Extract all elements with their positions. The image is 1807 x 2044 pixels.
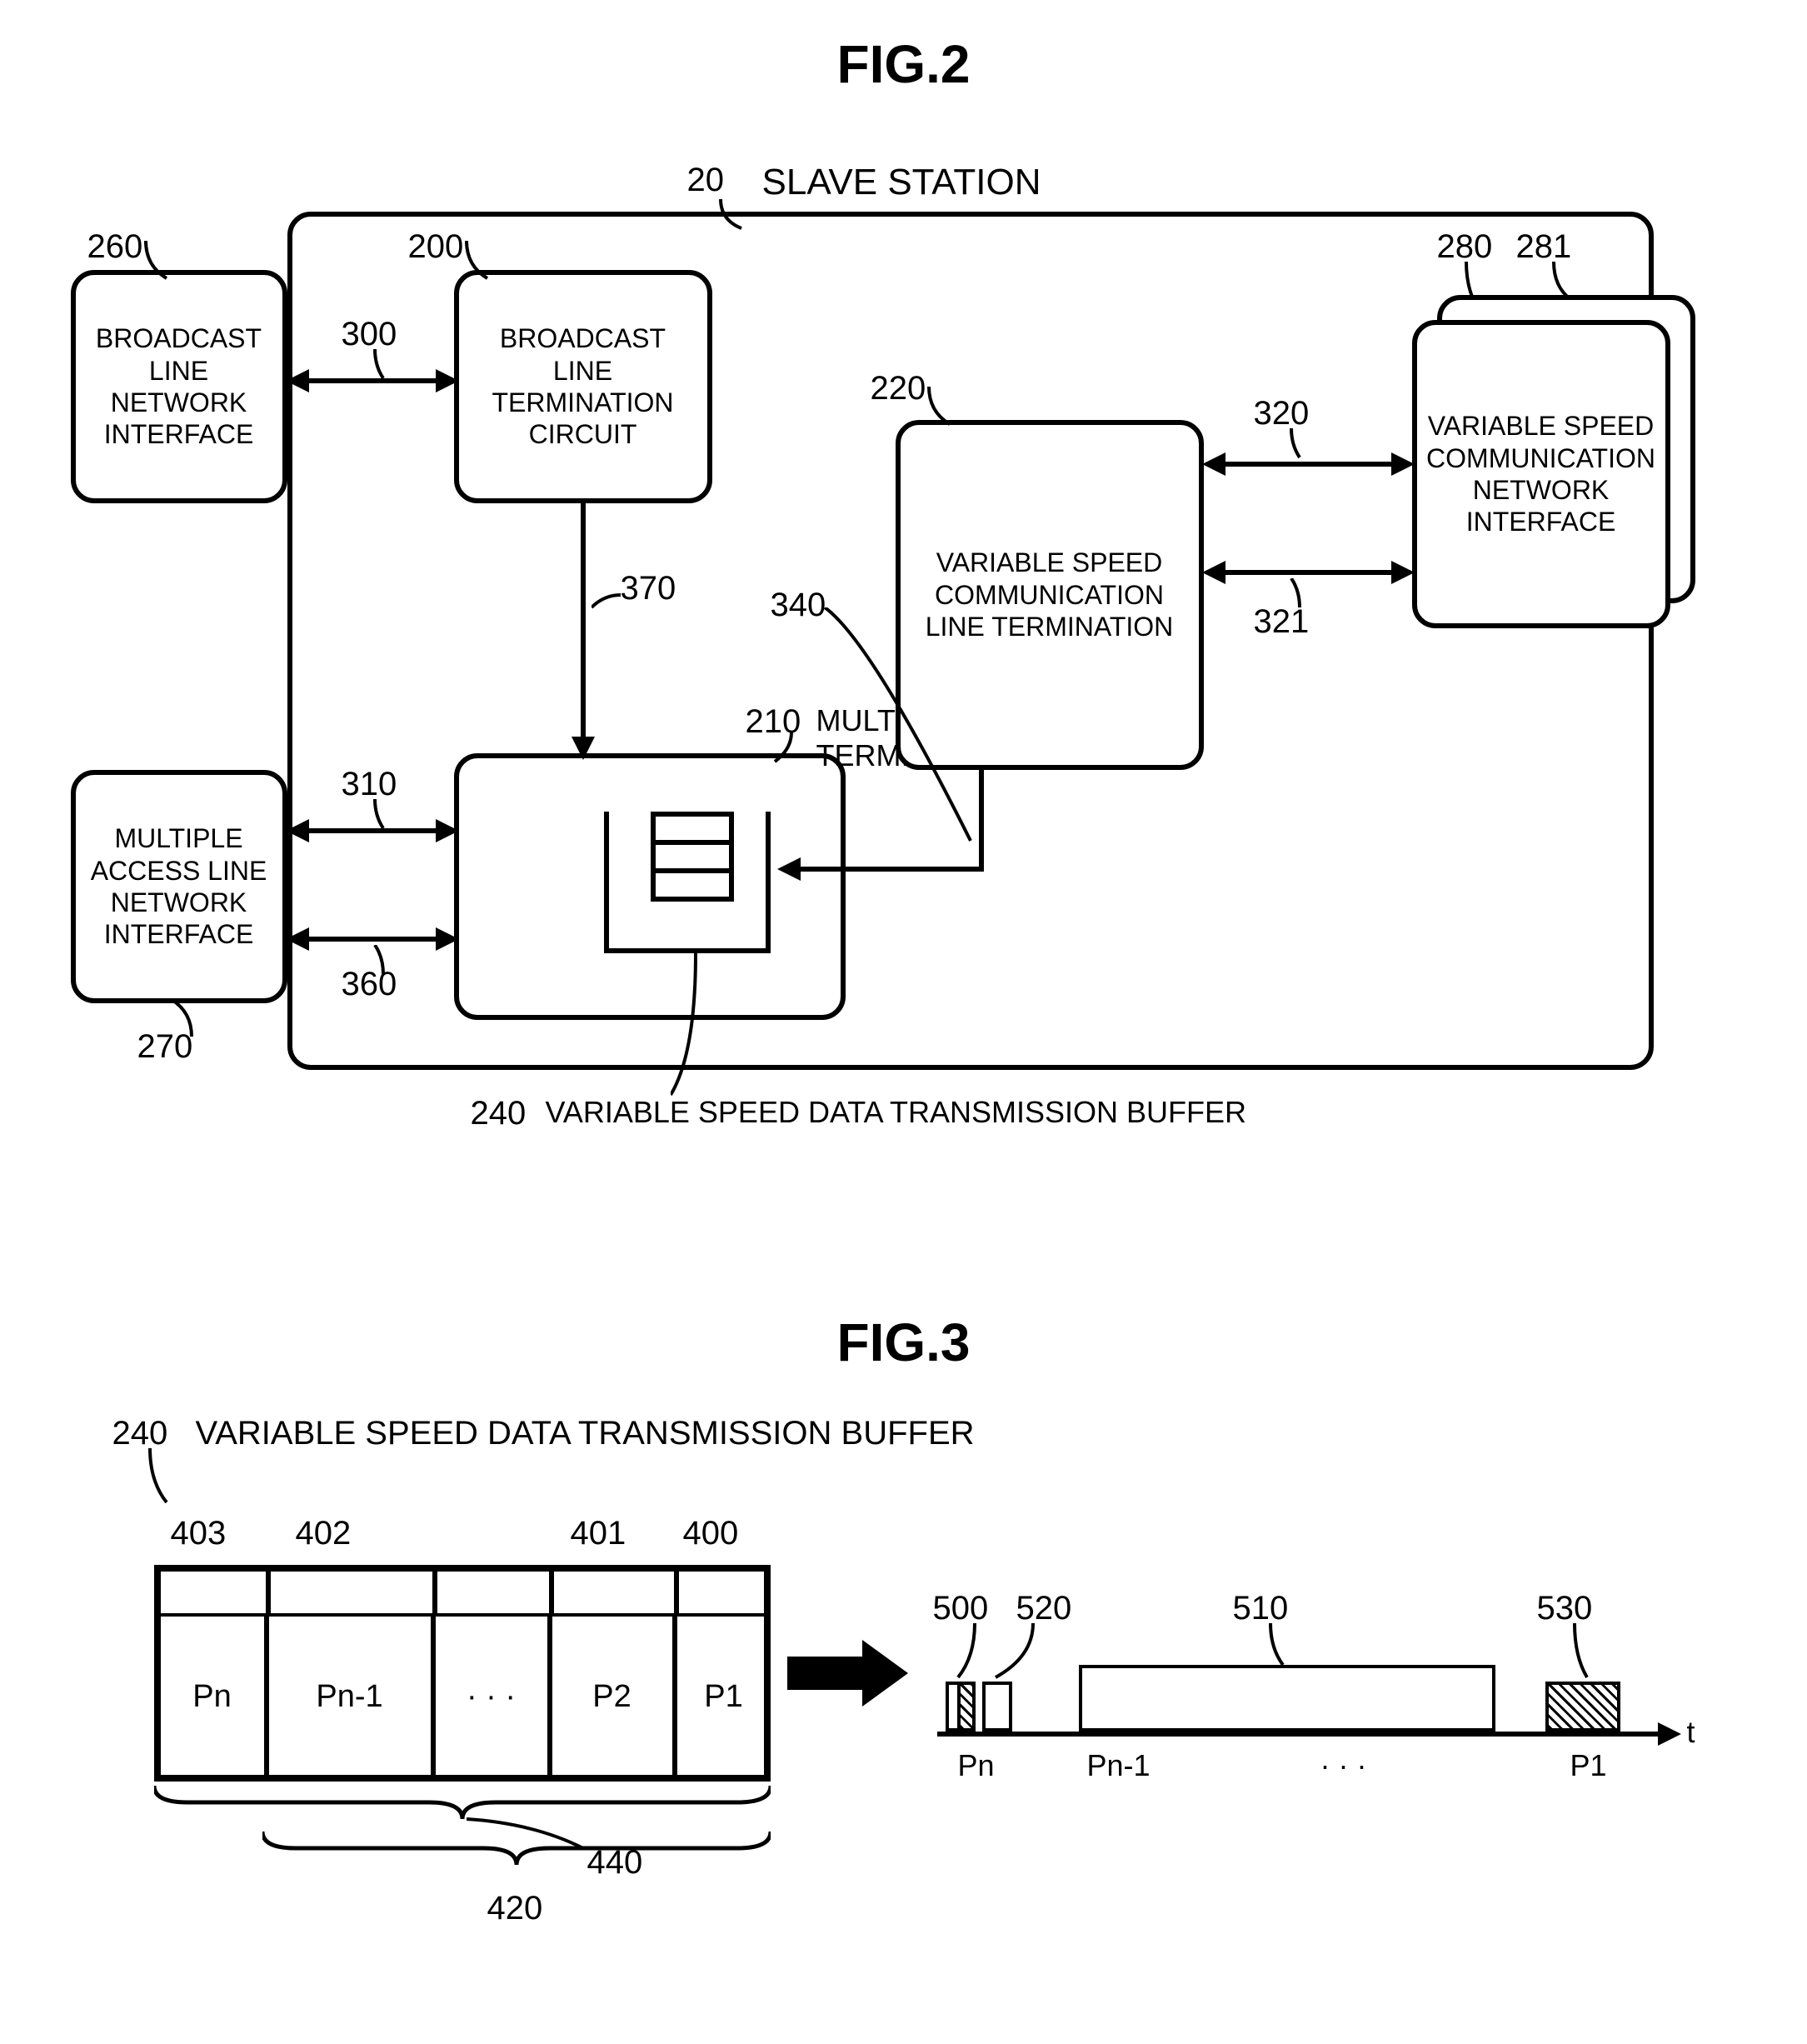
buffer-240 [604, 812, 771, 953]
ref-240: 240 [471, 1095, 527, 1132]
ref-401: 401 [571, 1515, 626, 1552]
ref-260: 260 [87, 228, 143, 266]
leader-curve-20 [716, 199, 750, 232]
arrow-360-line [300, 937, 450, 942]
cell-p1: P1 [677, 1613, 771, 1780]
leader-260 [142, 241, 175, 282]
ref-280: 280 [1437, 228, 1493, 266]
fig3-title: FIG.3 [33, 1312, 1774, 1373]
ref-500: 500 [933, 1590, 989, 1627]
arrow-360-head-l [286, 927, 309, 951]
arrow-370-line [581, 503, 586, 745]
arrow-370-head [572, 737, 595, 760]
label-t: t [1687, 1715, 1695, 1750]
cell-pn: Pn [161, 1613, 269, 1780]
leader-270 [167, 999, 200, 1041]
slave-station-label: SLAVE STATION [762, 162, 1041, 203]
leader-520 [991, 1623, 1041, 1682]
big-arrow-icon [787, 1632, 912, 1715]
ref-520: 520 [1016, 1590, 1072, 1627]
ref-420: 420 [487, 1890, 543, 1927]
leader-370 [592, 591, 625, 616]
leader-200 [462, 241, 496, 282]
ref-220: 220 [871, 370, 926, 407]
cell-p2: P2 [552, 1613, 677, 1780]
fig2-diagram: 20 SLAVE STATION BROADCAST LINE NETWORK … [71, 120, 1737, 1245]
leader-360 [367, 945, 392, 978]
leader-321 [1283, 578, 1308, 612]
ref-403: 403 [171, 1515, 227, 1552]
brace-420 [262, 1832, 771, 1873]
fig2-title: FIG.2 [33, 33, 1774, 95]
tl-pn1: Pn-1 [1087, 1748, 1151, 1783]
arrow-310-head-l [286, 819, 309, 842]
packet-500-b [982, 1682, 1012, 1732]
arrow-340-h [796, 867, 984, 872]
arrow-360-head-r [436, 927, 459, 951]
fig3-diagram: 240 VARIABLE SPEED DATA TRANSMISSION BUF… [71, 1398, 1737, 1982]
arrow-321-head-r [1391, 561, 1415, 584]
ref-370: 370 [621, 570, 676, 607]
fig3-ref-240: 240 [112, 1415, 168, 1452]
cell-pn1: Pn-1 [269, 1613, 436, 1780]
ref-20: 20 [687, 162, 725, 199]
tl-p1: P1 [1570, 1748, 1607, 1783]
leader-500 [954, 1623, 987, 1682]
arrow-310-head-r [436, 819, 459, 842]
broadcast-line-network-interface: BROADCAST LINE NETWORK INTERFACE [71, 270, 287, 503]
tl-pn: Pn [958, 1748, 995, 1783]
arrow-320-line [1216, 462, 1404, 467]
fig3-buffer: Pn Pn-1 · · · P2 P1 [154, 1565, 771, 1782]
packet-510 [1079, 1665, 1495, 1732]
leader-310 [367, 799, 392, 832]
ref-400: 400 [683, 1515, 739, 1552]
leader-530 [1566, 1623, 1600, 1682]
leader-240 [671, 953, 721, 1103]
fig3-leader-240 [142, 1448, 175, 1507]
arrow-300-head-l [286, 369, 309, 392]
ref-510: 510 [1233, 1590, 1289, 1627]
arrow-321-head-l [1202, 561, 1225, 584]
ref-300: 300 [342, 316, 397, 353]
arrow-321-line [1216, 570, 1404, 575]
fig3-label-240: VARIABLE SPEED DATA TRANSMISSION BUFFER [196, 1415, 975, 1452]
cell-dots: · · · [436, 1613, 552, 1780]
leader-510 [1262, 1623, 1295, 1669]
ref-200: 200 [408, 228, 464, 266]
leader-220 [925, 387, 958, 428]
leader-210 [771, 732, 804, 766]
arrow-300-head-r [436, 369, 459, 392]
ref-340: 340 [771, 587, 826, 624]
tl-dots: · · · [1320, 1748, 1367, 1783]
ref-281: 281 [1516, 228, 1572, 266]
ref-402: 402 [296, 1515, 352, 1552]
packet-500-a [946, 1682, 976, 1732]
broadcast-line-termination-circuit: BROADCAST LINE TERMINATION CIRCUIT [454, 270, 712, 503]
variable-speed-communication-network-interface: VARIABLE SPEED COMMUNICATION NETWORK INT… [1412, 320, 1670, 628]
leader-300 [367, 349, 392, 382]
label-240: VARIABLE SPEED DATA TRANSMISSION BUFFER [546, 1095, 1247, 1130]
arrow-340-head [777, 857, 801, 881]
brace-440 [154, 1786, 771, 1827]
arrow-320-head-r [1391, 452, 1415, 476]
timeline [937, 1732, 1662, 1737]
arrow-320-head-l [1202, 452, 1225, 476]
ref-320: 320 [1254, 395, 1310, 432]
timeline-arrowhead [1658, 1722, 1681, 1746]
multiple-access-line-network-interface: MULTIPLE ACCESS LINE NETWORK INTERFACE [71, 770, 287, 1003]
leader-320 [1283, 428, 1308, 462]
leader-340 [821, 607, 987, 857]
ref-310: 310 [342, 766, 397, 803]
ref-530: 530 [1537, 1590, 1593, 1627]
packet-530 [1545, 1682, 1620, 1732]
